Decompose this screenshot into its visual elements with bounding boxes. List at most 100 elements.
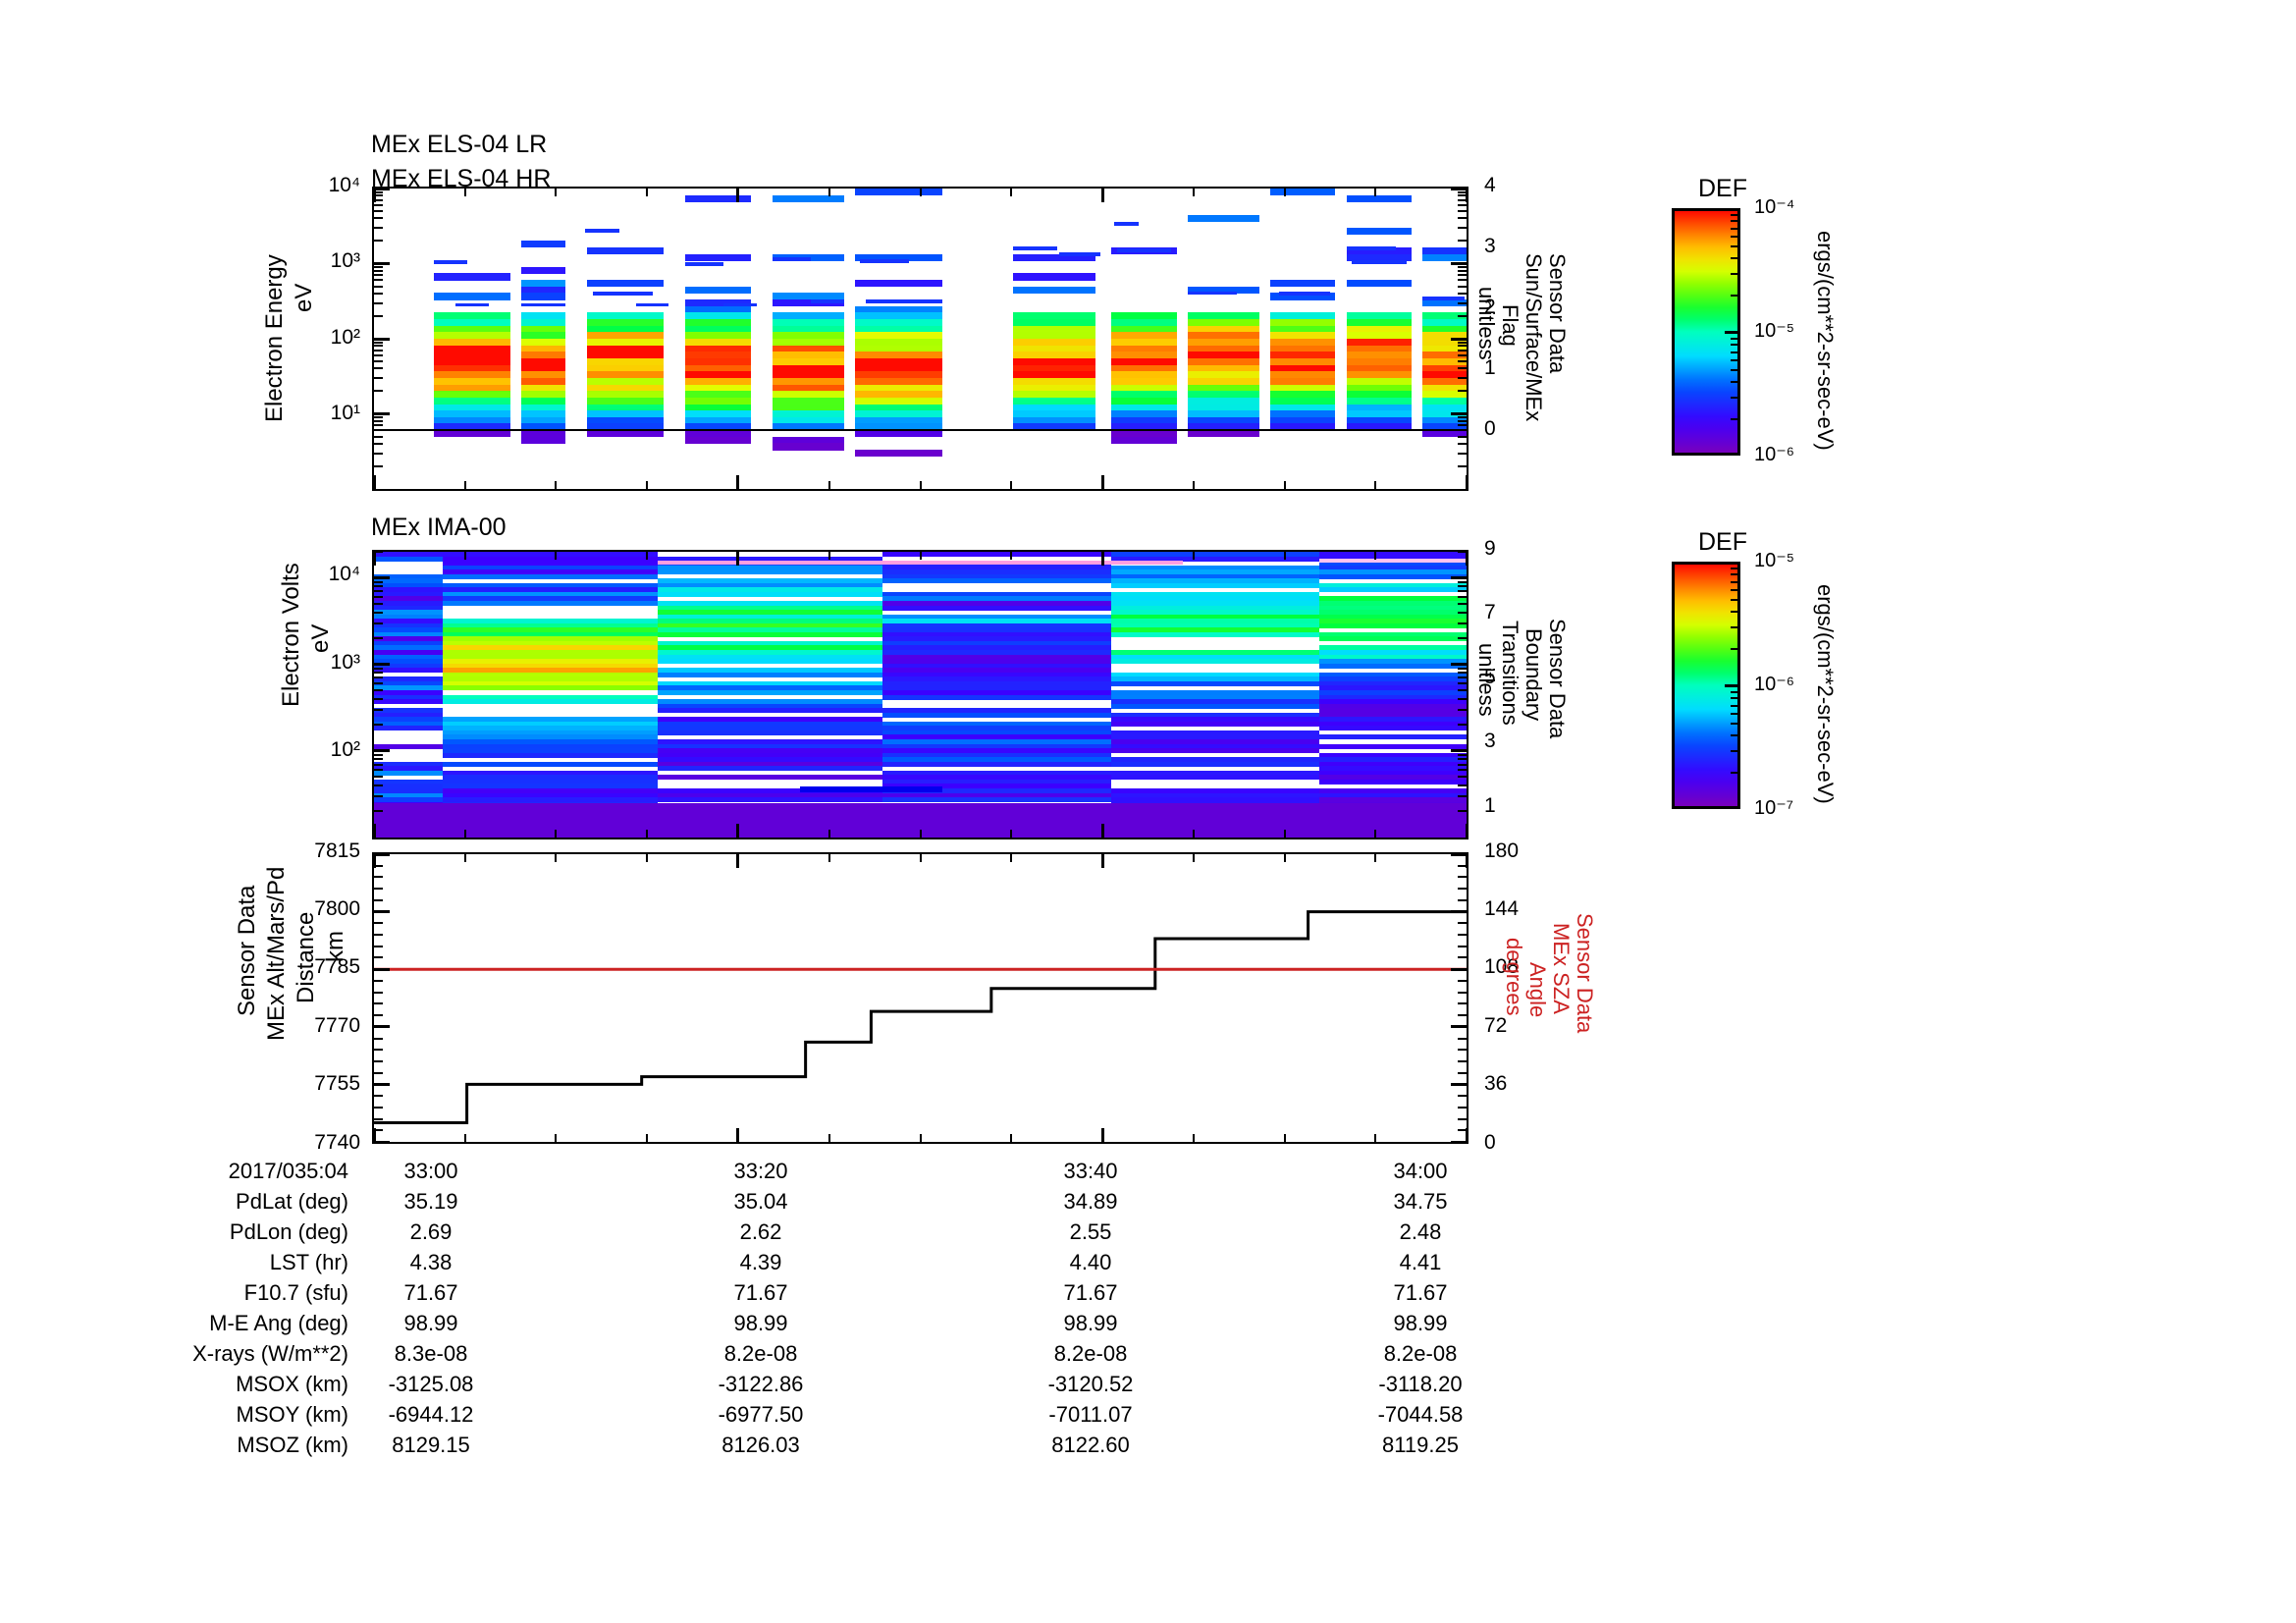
table-cell: 8.3e-08 — [394, 1341, 468, 1366]
axis-ticklabel: 10² — [330, 325, 360, 349]
spectrogram-bin — [854, 253, 942, 261]
spectrogram-bin — [1346, 312, 1413, 320]
ima-bin — [1318, 631, 1467, 637]
axis-tick — [1451, 749, 1467, 753]
ima-bin — [881, 676, 1112, 682]
spectrogram-bin — [521, 286, 565, 294]
ima-bin — [658, 591, 882, 597]
table-cell: -7011.07 — [1048, 1402, 1133, 1427]
spectrogram-bin — [773, 397, 844, 405]
panel2-spectrogram[interactable] — [372, 550, 1468, 839]
axis-xtick — [1283, 1134, 1286, 1142]
axis-tick — [1458, 794, 1467, 797]
ima-bin — [374, 650, 444, 656]
axis-tick — [1458, 429, 1467, 432]
ima-bin — [443, 587, 659, 593]
ima-bin — [374, 797, 444, 803]
axis-xtick — [374, 824, 376, 838]
axis-tick — [1458, 1025, 1467, 1028]
axis-tick — [374, 353, 383, 356]
table-cell: 35.04 — [733, 1189, 788, 1214]
spectrogram-bin — [854, 384, 942, 392]
panel3-altitude-plot[interactable] — [372, 852, 1468, 1144]
ima-bin — [1318, 689, 1467, 696]
axis-tick — [374, 1083, 383, 1086]
ima-bin — [443, 730, 659, 735]
spectrogram-bin — [773, 319, 844, 327]
axis-ticklabel: 7800 — [314, 896, 360, 920]
spectrogram-bin — [1111, 357, 1178, 366]
spectrogram-block — [521, 189, 565, 489]
spectrogram-bin — [1422, 325, 1467, 333]
spectrogram-bin — [1346, 227, 1413, 236]
spectrogram-bin — [685, 416, 751, 424]
ima-bin — [658, 708, 882, 714]
axis-xtick — [919, 552, 922, 560]
ima-bin — [1111, 694, 1319, 700]
ima-bin — [1318, 685, 1467, 691]
spectrogram-bin — [1188, 352, 1259, 359]
axis-tick — [1458, 590, 1467, 593]
ima-bin — [1111, 659, 1319, 665]
axis-ticklabel: 4 — [1484, 173, 1496, 196]
ima-bin — [1111, 680, 1319, 686]
spectrogram-bin — [521, 404, 565, 411]
axis-tick — [1458, 227, 1467, 229]
colorbar-ticklabel: 10⁻⁵ — [1754, 550, 1795, 571]
axis-xtick — [1100, 830, 1103, 838]
spectrogram-bin — [1111, 352, 1178, 359]
spectrogram-bin — [1269, 339, 1336, 347]
table-row-label: M-E Ang (deg) — [209, 1311, 348, 1335]
table-cell: 4.41 — [1399, 1250, 1442, 1274]
ima-segment — [374, 552, 444, 838]
axis-tick — [374, 337, 390, 341]
axis-tick — [374, 922, 383, 925]
ima-bin — [1111, 761, 1319, 767]
axis-tick — [1458, 377, 1467, 379]
axis-tick — [1458, 269, 1467, 272]
ima-bin — [881, 689, 1112, 696]
table-row-label: PdLon (deg) — [229, 1219, 348, 1244]
spectrogram-bin — [587, 391, 664, 399]
axis-tick — [1458, 611, 1467, 614]
axis-xtick — [1100, 1134, 1103, 1142]
spectrogram-bin — [587, 246, 664, 254]
axis-xtick — [919, 1134, 922, 1142]
spectrogram-stripe — [1058, 252, 1101, 256]
table-cell: 34.89 — [1063, 1189, 1118, 1214]
ima-bin — [881, 787, 1112, 794]
ima-bin — [881, 730, 1112, 735]
axis-ticklabel: 0 — [1484, 1130, 1496, 1154]
spectrogram-bin — [434, 319, 511, 327]
spectrogram-bin — [854, 352, 942, 359]
axis-tick — [374, 934, 383, 937]
panel1-spectrogram[interactable] — [372, 187, 1468, 491]
axis-tick — [374, 1037, 383, 1040]
ima-bin — [1111, 622, 1319, 628]
spectrogram-bin — [587, 416, 664, 424]
ima-bin — [1318, 712, 1467, 718]
axis-tick — [1458, 1129, 1467, 1132]
ima-bin — [374, 619, 444, 624]
ima-bin — [1318, 582, 1467, 588]
axis-tick — [374, 682, 383, 685]
axis-ticklabel: 2 — [1484, 295, 1496, 318]
spectrogram-bin — [1346, 384, 1413, 392]
spectrogram-bin — [773, 436, 844, 444]
ima-bin — [881, 650, 1112, 656]
spectrogram-bin — [1188, 430, 1259, 438]
spectrogram-bin — [1346, 377, 1413, 386]
spectrogram-bin — [1111, 404, 1178, 411]
spectrogram-bin — [1346, 423, 1413, 431]
spectrogram-bin — [1346, 332, 1413, 340]
axis-tick — [1458, 888, 1467, 891]
ima-bin — [374, 721, 444, 727]
ima-bin — [374, 552, 444, 558]
spectrogram-bin — [521, 416, 565, 424]
ima-bin — [374, 578, 444, 584]
colorbar-minor-tick — [1731, 396, 1740, 399]
colorbar-minor-tick — [1731, 611, 1740, 614]
ima-bin — [443, 650, 659, 656]
axis-tick — [374, 708, 383, 711]
axis-tick — [374, 637, 383, 640]
